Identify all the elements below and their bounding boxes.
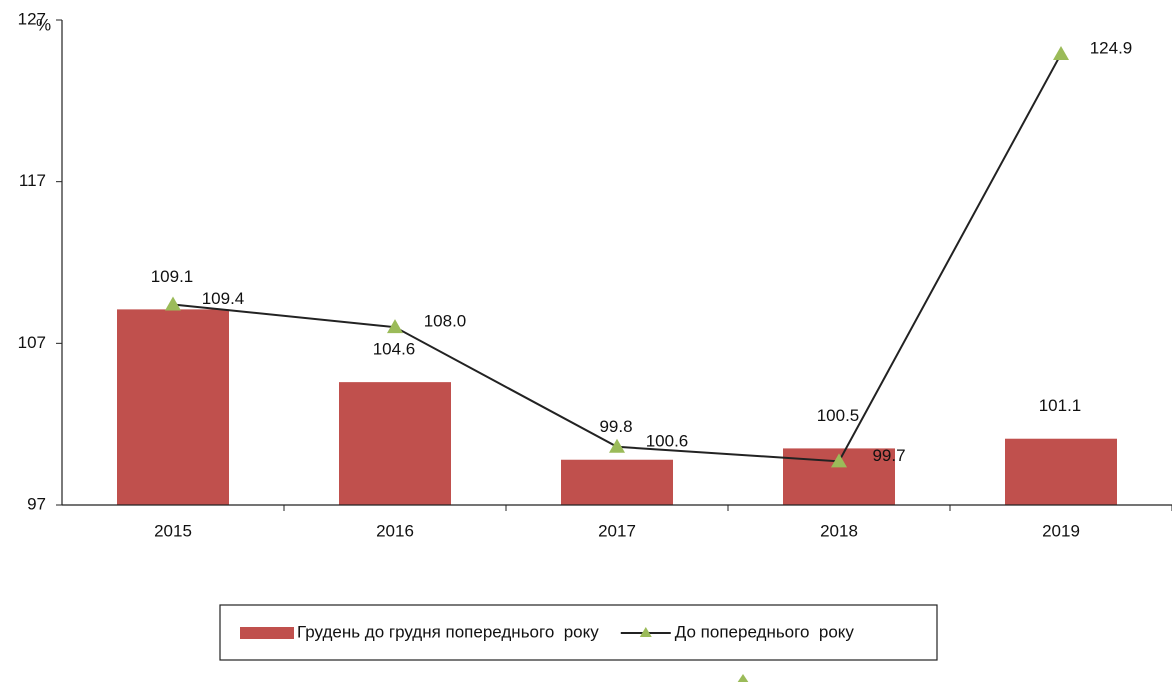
bar: [339, 382, 451, 505]
x-tick-label: 2019: [1042, 521, 1080, 540]
bar: [561, 459, 673, 505]
stray-marker: [737, 674, 749, 682]
line: [172, 53, 1062, 463]
y-axis-unit: %: [36, 15, 51, 34]
line-marker: [831, 453, 847, 468]
bar-value-label: 100.5: [817, 406, 860, 425]
bar: [117, 309, 229, 505]
line-marker: [165, 296, 181, 311]
legend-box: [219, 604, 938, 661]
y-tick-label: 127: [18, 9, 46, 28]
y-tick-label: 107: [18, 333, 46, 352]
bar-value-label: 99.8: [599, 417, 632, 436]
legend-swatch: [240, 627, 294, 639]
bar-value-label: 101.1: [1039, 396, 1082, 415]
line-marker: [387, 319, 403, 334]
y-tick-label: 117: [19, 171, 46, 190]
legend-label: Грудень до грудня попереднього року: [297, 622, 599, 641]
bar: [1005, 438, 1117, 505]
line-marker: [609, 438, 625, 453]
bar-value-label: 104.6: [373, 340, 416, 359]
line-value-label: 109.4: [202, 289, 245, 308]
x-tick-label: 2018: [820, 521, 858, 540]
x-tick-label: 2017: [598, 521, 636, 540]
bar-value-label: 109.1: [151, 267, 194, 286]
line-value-label: 99.7: [872, 446, 905, 465]
line-value-label: 100.6: [646, 431, 689, 450]
legend-label: До попереднього року: [675, 622, 855, 641]
line-value-label: 124.9: [1090, 38, 1133, 57]
x-tick-label: 2015: [154, 521, 192, 540]
line-value-label: 108.0: [424, 312, 467, 331]
legend-marker: [639, 627, 652, 637]
y-tick-label: 97: [27, 494, 46, 513]
line-marker: [1053, 45, 1069, 60]
x-tick-label: 2016: [376, 521, 414, 540]
